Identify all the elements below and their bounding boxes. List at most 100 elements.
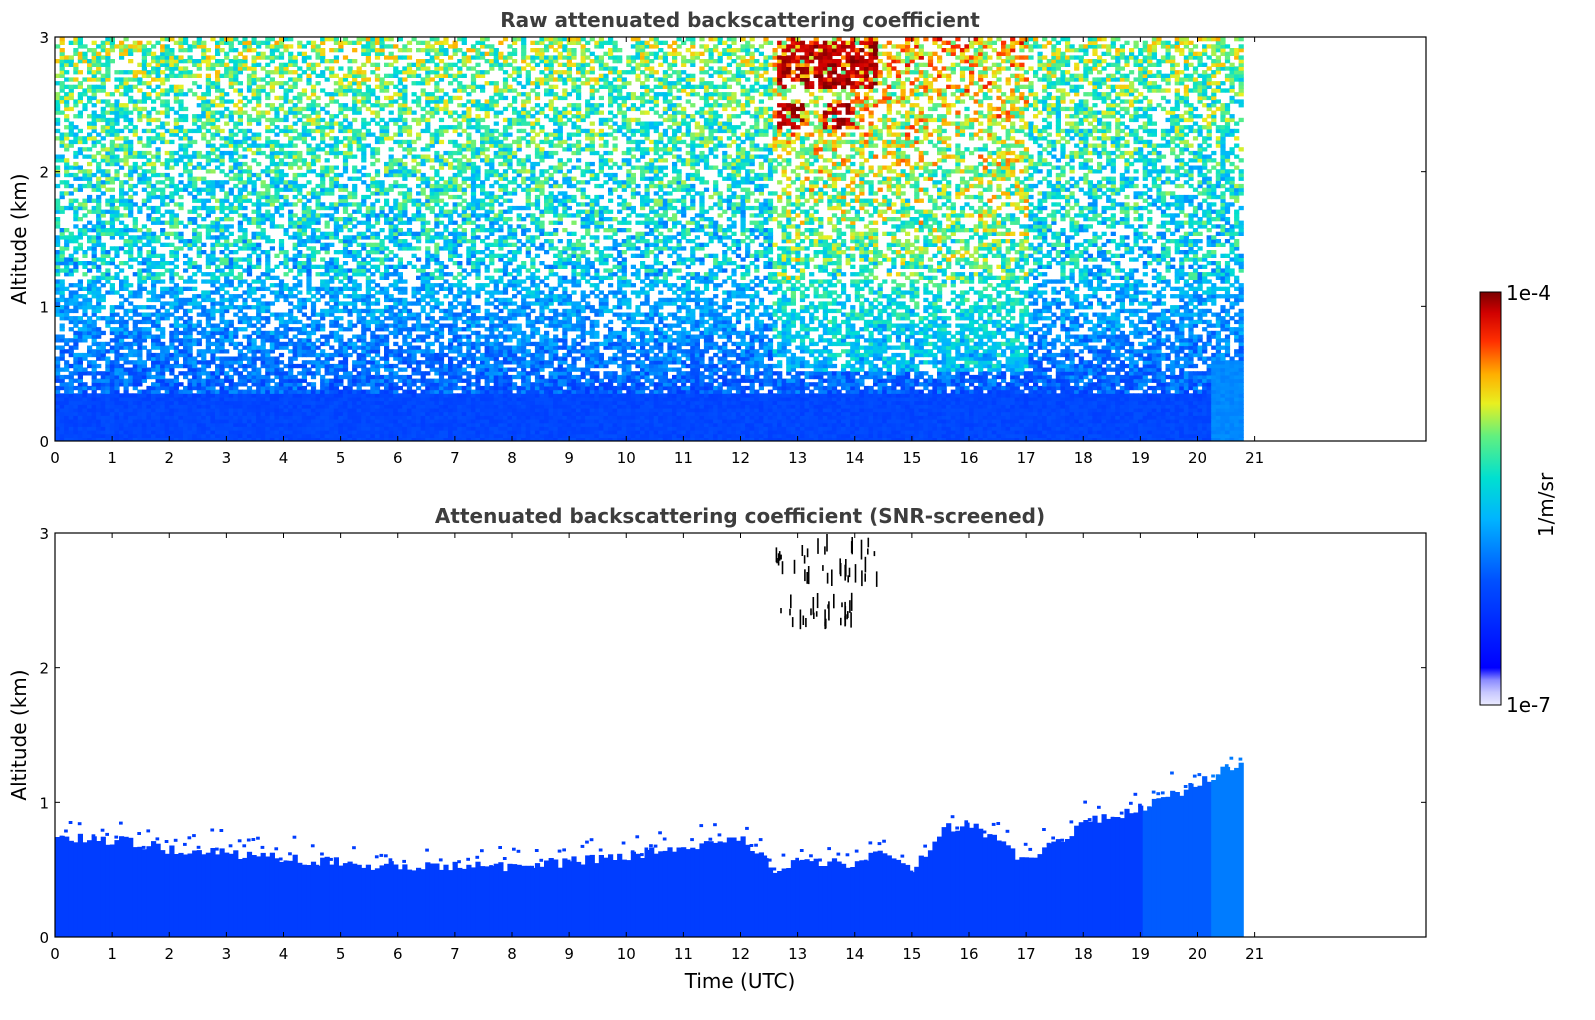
raw-cell [105,279,110,283]
raw-cell [302,305,307,309]
raw-cell [119,331,124,335]
raw-cell [151,210,156,214]
raw-cell [279,195,284,199]
raw-cell [206,371,211,375]
raw-cell [201,379,206,383]
raw-cell [146,331,151,335]
raw-cell [348,415,353,419]
raw-cell [192,364,197,368]
raw-cell [146,412,151,416]
raw-cell [151,118,156,122]
raw-cell [119,246,124,250]
raw-cell [265,173,270,177]
raw-cell [293,224,298,228]
raw-cell [197,41,202,45]
raw-cell [366,129,371,133]
raw-cell [334,74,339,78]
raw-cell [69,290,74,294]
raw-cell [224,426,229,430]
raw-cell [206,379,211,383]
raw-cell [370,287,375,291]
raw-cell [206,81,211,85]
raw-cell [69,254,74,258]
raw-cell [110,331,115,335]
raw-cell [252,250,257,254]
raw-cell [178,55,183,59]
raw-cell [357,232,362,236]
raw-cell [114,144,119,148]
raw-cell [329,434,334,438]
raw-cell [247,254,252,258]
raw-cell [169,412,174,416]
raw-cell [87,353,92,357]
raw-cell [329,393,334,397]
raw-cell [247,144,252,148]
raw-cell [229,66,234,70]
raw-cell [316,118,321,122]
raw-cell [128,210,133,214]
raw-cell [320,177,325,181]
raw-cell [92,290,97,294]
raw-cell [156,324,161,328]
raw-cell [357,419,362,423]
raw-cell [293,129,298,133]
raw-cell [64,338,69,342]
raw-cell [197,265,202,269]
raw-cell [183,419,188,423]
raw-cell [169,430,174,434]
raw-cell [105,379,110,383]
raw-cell [329,232,334,236]
raw-cell [78,232,83,236]
raw-cell [284,364,289,368]
raw-cell [247,338,252,342]
raw-cell [293,232,298,236]
raw-cell [210,434,215,438]
raw-cell [325,353,330,357]
raw-cell [334,390,339,394]
raw-cell [252,151,257,155]
raw-cell [274,191,279,195]
raw-cell [261,331,266,335]
raw-cell [375,371,380,375]
raw-cell [142,379,147,383]
raw-cell [114,158,119,162]
raw-cell [270,412,275,416]
raw-cell [105,290,110,294]
raw-cell [284,430,289,434]
raw-cell [188,349,193,353]
raw-cell [110,103,115,107]
raw-cell [156,158,161,162]
raw-cell [265,254,270,258]
raw-cell [256,320,261,324]
raw-cell [151,70,156,74]
raw-cell [174,353,179,357]
raw-cell [306,268,311,272]
raw-cell [348,346,353,350]
raw-cell [156,70,161,74]
raw-cell [165,177,170,181]
raw-cell [352,191,357,195]
raw-cell [215,239,220,243]
raw-cell [192,177,197,181]
raw-cell [229,268,234,272]
raw-cell [316,290,321,294]
raw-cell [110,92,115,96]
raw-cell [320,133,325,137]
raw-cell [156,92,161,96]
raw-cell [375,349,380,353]
raw-cell [183,375,188,379]
raw-cell [265,320,270,324]
raw-cell [297,228,302,232]
raw-cell [192,81,197,85]
raw-cell [197,434,202,438]
raw-cell [169,48,174,52]
raw-cell [92,48,97,52]
raw-cell [82,254,87,258]
raw-cell [334,434,339,438]
raw-cell [96,217,101,221]
raw-cell [82,338,87,342]
raw-cell [206,169,211,173]
raw-cell [201,133,206,137]
raw-cell [55,404,60,408]
raw-cell [297,250,302,254]
